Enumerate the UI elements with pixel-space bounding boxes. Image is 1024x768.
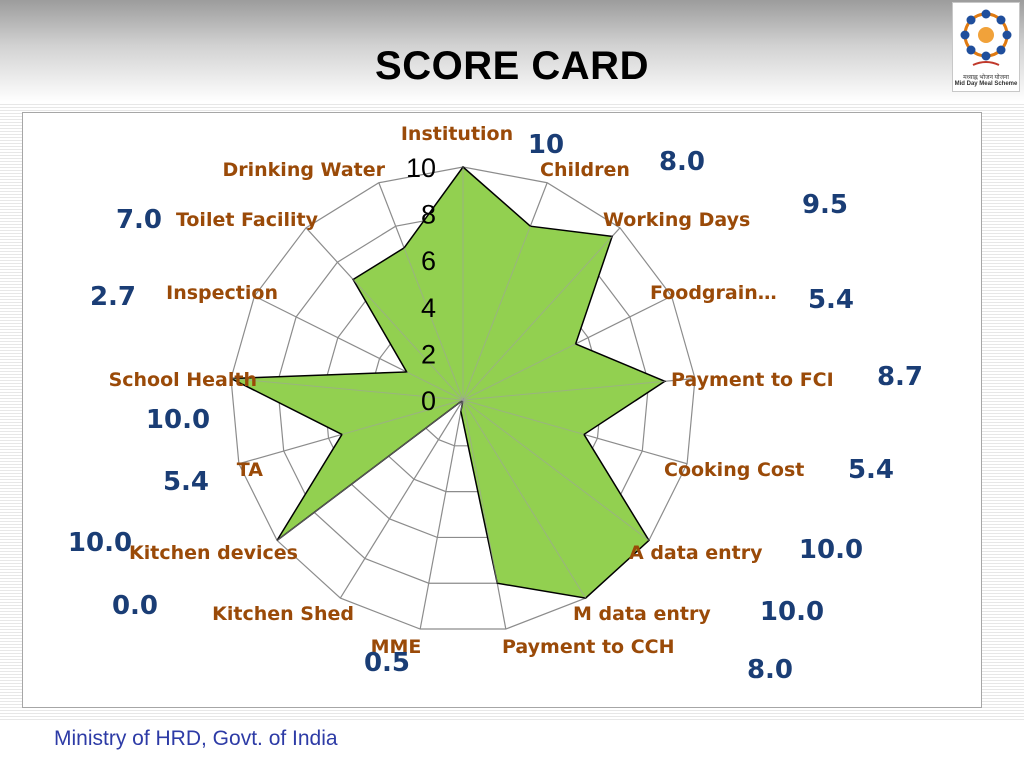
category-label: MME (371, 636, 422, 658)
value-label: 10.0 (799, 535, 863, 565)
r-tick-label: 8 (421, 200, 436, 230)
category-label: Kitchen Shed (212, 603, 354, 625)
category-label: Payment to FCI (671, 369, 834, 391)
data-spoke (230, 378, 464, 401)
header-band: SCORE CARD मध्याह्न भोजन योजना Mid Day M… (0, 0, 1024, 102)
value-label: 5.4 (163, 467, 209, 497)
r-tick-label: 4 (421, 293, 436, 323)
value-label: 7.0 (116, 205, 162, 235)
data-spoke (341, 399, 464, 435)
chart-panel: 0 2 4 6 8 10 Institution Children Working Days Fo… (22, 112, 982, 708)
value-label: 10.0 (146, 405, 210, 435)
category-label: Drinking Water (222, 159, 385, 181)
radar-chart: 0 2 4 6 8 10 Institution Children Working Days Fo… (68, 123, 923, 685)
r-tick-label: 0 (421, 386, 436, 416)
data-spoke (403, 247, 464, 401)
mid-day-meal-logo: मध्याह्न भोजन योजना Mid Day Meal Scheme (952, 2, 1020, 92)
category-label: Payment to CCH (502, 636, 674, 658)
category-label: M data entry (573, 603, 711, 625)
value-label: 9.5 (802, 190, 848, 220)
grid-ring-6 (323, 259, 603, 539)
data-spoke (462, 399, 585, 435)
data-spoke (462, 236, 613, 401)
value-label: 0.0 (112, 591, 158, 621)
data-series-area (230, 165, 667, 599)
category-label: Kitchen devices (129, 542, 298, 564)
category-label: Working Days (603, 209, 750, 231)
value-label: 2.7 (90, 282, 136, 312)
value-label: 8.7 (877, 362, 923, 392)
category-label: TA (237, 459, 263, 481)
data-spoke (462, 399, 650, 541)
value-label: 5.4 (808, 285, 854, 315)
grid-spoke (339, 399, 464, 599)
data-spoke (462, 226, 531, 401)
r-tick-label: 6 (421, 246, 436, 276)
data-spoke (462, 399, 587, 599)
logo-emblem-icon (960, 9, 1012, 66)
value-label: 0.5 (364, 648, 410, 678)
grid-ring-10 (230, 166, 696, 630)
grid-ring-8 (276, 212, 650, 584)
category-label: Institution (401, 123, 513, 145)
data-spoke (462, 399, 498, 584)
r-tick-label: 2 (421, 339, 436, 369)
category-label: Cooking Cost (664, 459, 804, 481)
category-label: Children (540, 159, 630, 181)
category-label: Foodgrain… (650, 282, 777, 304)
category-label: Inspection (166, 282, 278, 304)
category-label: School Health (109, 369, 257, 391)
value-label: 10.0 (68, 528, 132, 558)
logo-hindi-text: मध्याह्न भोजन योजना (963, 75, 1009, 81)
r-tick-label: 10 (406, 153, 436, 183)
footer-text: Ministry of HRD, Govt. of India (54, 727, 338, 750)
data-spoke (460, 399, 464, 412)
data-spoke (462, 380, 665, 401)
data-spoke (352, 279, 464, 401)
value-label: 8.0 (659, 147, 705, 177)
category-label: Toilet Facility (176, 209, 319, 231)
value-label: 10.0 (760, 597, 824, 627)
value-label: 10 (528, 130, 564, 160)
data-spoke (462, 343, 576, 401)
category-label: A data entry (629, 542, 763, 564)
logo-english-text: Mid Day Meal Scheme (954, 81, 1018, 87)
data-spoke (406, 371, 464, 401)
value-label: 5.4 (848, 455, 894, 485)
data-spoke (276, 399, 464, 541)
page-title: SCORE CARD (375, 44, 649, 88)
grid-spoke (419, 399, 464, 630)
value-label: 8.0 (747, 655, 793, 685)
